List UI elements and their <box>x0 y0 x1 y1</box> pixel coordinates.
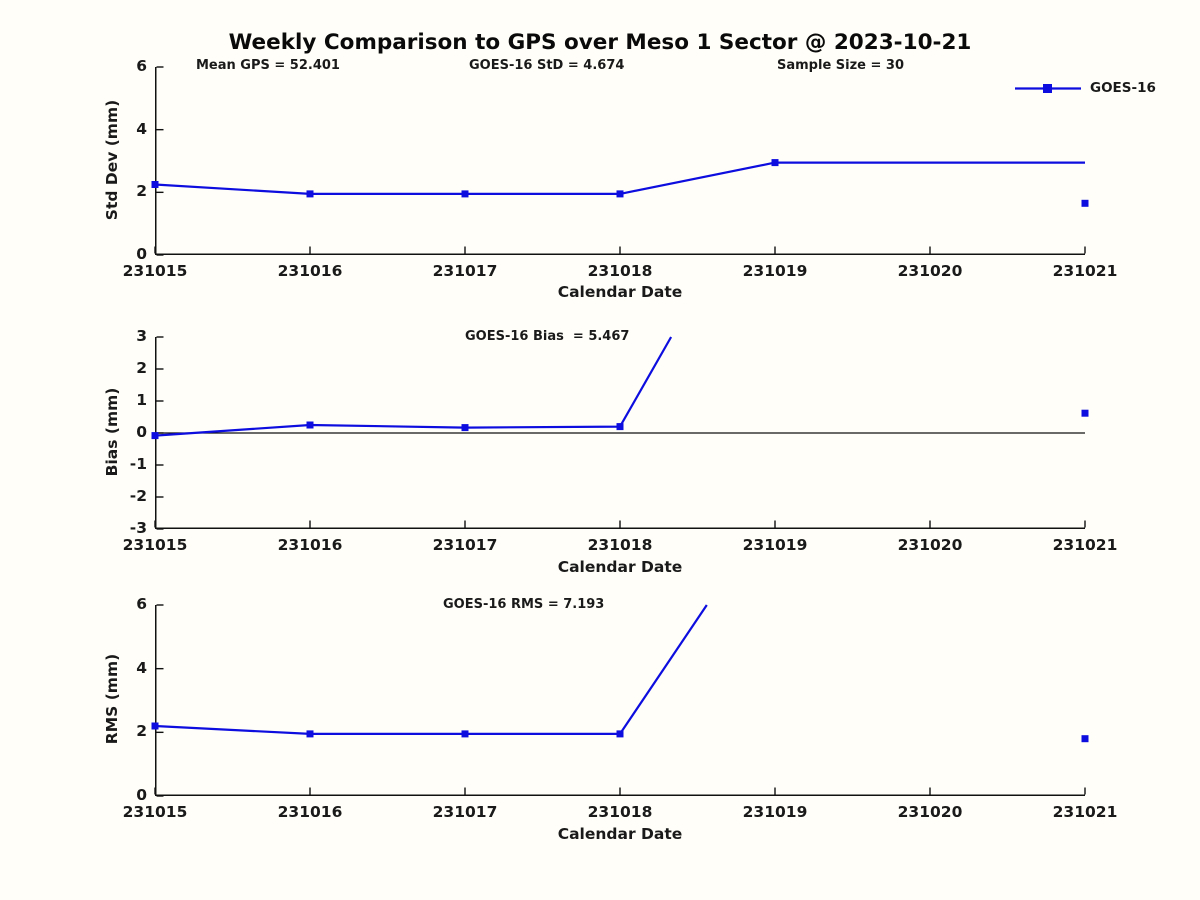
data-point-marker <box>461 424 469 432</box>
annotation-goes16-bias: GOES-16 Bias = 5.467 <box>465 329 630 344</box>
x-tick-label: 231018 <box>587 536 653 554</box>
x-tick-label: 231017 <box>432 803 498 821</box>
data-point-marker <box>151 722 159 730</box>
data-point-marker <box>1081 409 1089 417</box>
data-point-marker <box>461 730 469 738</box>
annotation-goes16-std: GOES-16 StD = 4.674 <box>469 58 625 73</box>
data-point-marker <box>771 159 779 167</box>
y-tick-label: 0 <box>136 245 147 263</box>
chart-title: Weekly Comparison to GPS over Meso 1 Sec… <box>228 30 972 55</box>
y-tick-label: -1 <box>129 455 147 473</box>
axis-spine <box>155 67 1085 255</box>
annotation-sample-size: Sample Size = 30 <box>777 58 905 73</box>
goes16-line <box>154 161 1085 196</box>
data-point-marker <box>306 421 314 429</box>
x-tick-label: 231018 <box>587 262 653 280</box>
y-axis-label-rms: RMS (mm) <box>103 653 121 745</box>
legend-label: GOES-16 <box>1090 80 1156 96</box>
y-tick-label: 0 <box>136 423 147 441</box>
y-tick-label: 2 <box>136 359 147 377</box>
x-tick-label: 231020 <box>897 262 963 280</box>
data-point-marker <box>1081 735 1089 743</box>
annotation-mean-gps: Mean GPS = 52.401 <box>196 58 340 73</box>
data-point-marker <box>616 423 624 431</box>
x-tick-label: 231016 <box>277 262 343 280</box>
x-tick-label: 231015 <box>122 536 188 554</box>
y-tick-label: 3 <box>136 327 147 345</box>
data-point-marker <box>616 730 624 738</box>
axis-spine <box>155 337 1085 529</box>
y-tick-label: -3 <box>129 519 147 537</box>
data-point-marker <box>306 730 314 738</box>
axis-spine <box>155 605 1085 796</box>
x-tick-label: 231021 <box>1052 803 1118 821</box>
legend: GOES-16 <box>1014 80 1156 96</box>
data-point-marker <box>151 181 159 188</box>
legend-line-marker-icon <box>1015 83 1081 93</box>
y-tick-label: 2 <box>136 182 147 201</box>
y-tick-label: -2 <box>129 487 147 505</box>
x-axis-label-top-panel: Calendar Date <box>557 283 683 301</box>
x-tick-label: 231019 <box>742 803 808 821</box>
y-tick-label: 0 <box>136 786 147 804</box>
goes16-line <box>154 336 673 437</box>
x-tick-label: 231016 <box>277 803 343 821</box>
x-tick-label: 231020 <box>897 536 963 554</box>
y-tick-label: 4 <box>136 119 147 138</box>
y-axis-label-std-dev: Std Dev (mm) <box>103 99 121 221</box>
x-tick-label: 231016 <box>277 536 343 554</box>
data-point-marker <box>306 190 314 198</box>
x-tick-label: 231019 <box>742 262 808 280</box>
x-tick-label: 231015 <box>122 803 188 821</box>
y-tick-label: 4 <box>136 658 147 677</box>
annotation-goes16-rms: GOES-16 RMS = 7.193 <box>443 597 605 612</box>
y-tick-label: 6 <box>136 595 147 613</box>
y-tick-label: 6 <box>136 57 147 75</box>
x-tick-label: 231021 <box>1052 262 1118 280</box>
x-tick-label: 231021 <box>1052 536 1118 554</box>
y-tick-label: 1 <box>136 391 147 409</box>
x-tick-label: 231020 <box>897 803 963 821</box>
x-tick-label: 231015 <box>122 262 188 280</box>
data-point-marker <box>1081 199 1089 207</box>
x-tick-label: 231019 <box>742 536 808 554</box>
data-point-marker <box>151 432 159 440</box>
data-point-marker <box>461 190 469 198</box>
y-tick-label: 2 <box>136 722 147 741</box>
x-axis-label-middle-panel: Calendar Date <box>557 558 683 576</box>
x-tick-label: 231018 <box>587 803 653 821</box>
std-dev-plot-area <box>151 66 1089 256</box>
goes16-line <box>154 604 708 735</box>
bias-plot-area <box>151 336 1089 530</box>
x-tick-label: 231017 <box>432 536 498 554</box>
data-point-marker <box>616 190 624 198</box>
x-tick-label: 231017 <box>432 262 498 280</box>
x-axis-label-bottom-panel: Calendar Date <box>557 825 683 843</box>
rms-plot-area <box>151 604 1089 797</box>
